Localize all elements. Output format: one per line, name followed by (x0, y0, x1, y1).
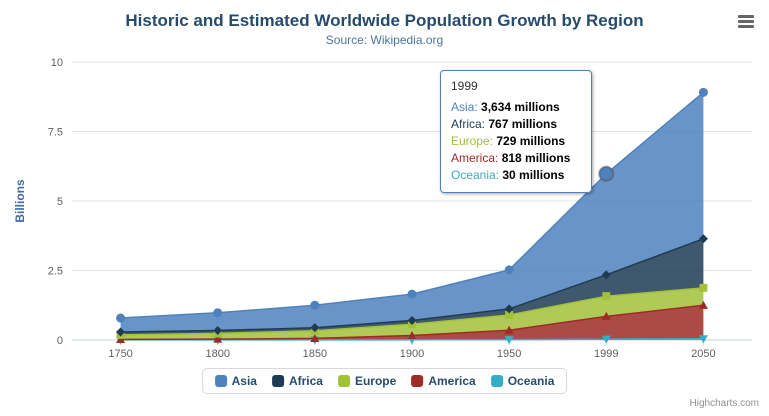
y-tick-label: 0 (57, 335, 63, 347)
legend-item-europe[interactable]: Europe (337, 374, 397, 388)
y-axis-title: Billions (13, 179, 27, 223)
point-africa-1850[interactable] (310, 323, 320, 333)
area-america[interactable] (120, 305, 704, 340)
area-asia[interactable] (120, 92, 704, 332)
y-tick-label: 7.5 (48, 127, 63, 139)
point-america-1950[interactable] (504, 325, 514, 334)
point-africa-1950[interactable] (504, 304, 514, 314)
tooltip-row-america: America: 818 millions (451, 151, 571, 165)
point-europe-1950[interactable] (505, 311, 514, 320)
point-africa-1750[interactable] (116, 327, 126, 337)
tooltip-row-europe: Europe: 729 millions (451, 134, 566, 148)
legend-item-africa[interactable]: Africa (271, 374, 323, 388)
point-america-1750[interactable] (116, 334, 126, 343)
x-tick-label: 1750 (108, 348, 132, 360)
point-europe-1999[interactable] (602, 292, 611, 301)
tooltip: 1999 Asia: 3,634 millions Africa: 767 mil… (440, 70, 592, 193)
hamburger-icon (738, 13, 754, 30)
point-asia-1750[interactable] (116, 313, 126, 323)
chart-subtitle: Source: Wikipedia.org (325, 33, 444, 47)
legend-label: Oceania (507, 374, 555, 388)
point-oceania-1999[interactable] (601, 335, 611, 344)
x-tick-label: 1950 (497, 348, 521, 360)
point-asia-2050[interactable] (698, 87, 708, 97)
legend-label: America (428, 374, 476, 388)
point-oceania-1950[interactable] (504, 336, 514, 345)
legend-item-america[interactable]: America (411, 374, 476, 388)
point-asia-1950[interactable] (504, 265, 514, 275)
page-title: Historic and Estimated Worldwide Populat… (125, 11, 644, 30)
x-tick-label: 1800 (205, 348, 229, 360)
point-europe-2050[interactable] (699, 283, 708, 292)
point-america-2050[interactable] (698, 300, 708, 309)
area-africa[interactable] (120, 238, 704, 335)
legend: Asia Africa Europe America Oceania (201, 368, 568, 394)
legend-item-asia[interactable]: Asia (214, 374, 257, 388)
legend-label: Africa (288, 374, 323, 388)
context-menu-button[interactable] (733, 10, 759, 32)
highcharts-credit[interactable]: Highcharts.com (689, 398, 759, 409)
point-africa-1999[interactable] (601, 270, 611, 280)
legend-swatch (214, 375, 227, 387)
x-tick-label: 1999 (594, 348, 618, 360)
legend-label: Asia (231, 374, 257, 388)
x-tick-label: 2050 (691, 348, 715, 360)
legend-swatch (411, 375, 424, 387)
y-tick-label: 5 (57, 196, 63, 208)
point-asia-1850[interactable] (310, 300, 320, 310)
point-africa-1900[interactable] (407, 315, 417, 325)
tooltip-header: 1999 (451, 79, 478, 93)
point-africa-2050[interactable] (698, 234, 708, 244)
point-america-1999[interactable] (601, 311, 611, 320)
point-oceania-2050[interactable] (698, 335, 708, 344)
point-america-1850[interactable] (310, 333, 320, 342)
legend-swatch (337, 375, 350, 387)
x-tick-label: 1850 (303, 348, 327, 360)
point-asia-1800[interactable] (213, 308, 223, 318)
y-tick-label: 2.5 (48, 266, 63, 278)
point-asia-1900[interactable] (407, 289, 417, 299)
tooltip-row-africa: Africa: 767 millions (451, 117, 558, 131)
point-america-1800[interactable] (213, 334, 223, 343)
tooltip-row-asia: Asia: 3,634 millions (451, 100, 560, 114)
point-asia-1999[interactable] (598, 165, 615, 182)
y-tick-label: 10 (51, 57, 63, 69)
tooltip-row-oceania: Oceania: 30 millions (451, 168, 565, 182)
point-america-1900[interactable] (407, 330, 417, 339)
legend-label: Europe (354, 374, 397, 388)
legend-swatch (271, 375, 284, 387)
tooltip-rows: Asia: 3,634 millions Africa: 767 millions… (451, 99, 581, 184)
legend-swatch (490, 375, 503, 387)
point-africa-1800[interactable] (213, 325, 223, 335)
x-tick-label: 1900 (400, 348, 424, 360)
legend-item-oceania[interactable]: Oceania (490, 374, 555, 388)
